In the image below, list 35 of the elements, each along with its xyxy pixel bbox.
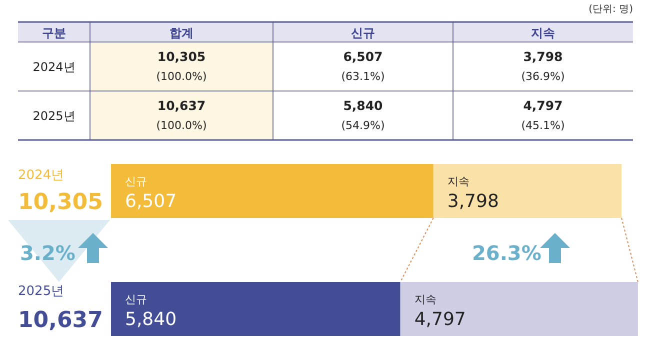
text: 신규	[125, 293, 147, 306]
series-label: 신규	[125, 175, 147, 188]
data-label: 4,797	[414, 309, 466, 330]
category-label: 합계	[170, 26, 194, 40]
category-label: 구분	[42, 26, 66, 40]
text: (100.0%)	[156, 119, 207, 132]
total-label: 10,637	[18, 308, 103, 333]
text: 지속	[414, 293, 436, 306]
text: (100.0%)	[156, 70, 207, 83]
annotation: 26.3%	[472, 241, 542, 265]
category-label: 2024년	[32, 60, 76, 74]
data-label: 5,840	[125, 309, 177, 330]
data-label: 3,798	[447, 191, 499, 212]
bar	[433, 164, 622, 218]
data-label: 6,507	[125, 191, 177, 212]
text: 6,507	[343, 49, 383, 64]
text: (36.9%)	[521, 70, 565, 83]
text: (54.9%)	[341, 119, 385, 132]
text: 3.2%	[20, 241, 76, 265]
text: 5,840	[343, 98, 383, 113]
category-label: 2025년	[32, 109, 76, 123]
bar	[400, 282, 638, 336]
text: (단위: 명)	[588, 4, 634, 15]
text: 3,798	[523, 49, 563, 64]
bar	[111, 282, 400, 336]
text: 4,797	[523, 98, 563, 113]
text: 10,305	[157, 49, 206, 64]
bar	[111, 164, 434, 218]
category-label: 지속	[531, 26, 555, 40]
text: (45.1%)	[521, 119, 565, 132]
text: (63.1%)	[341, 70, 385, 83]
text: 10,637	[157, 98, 206, 113]
series-label: 지속	[447, 175, 470, 188]
category-label: 신규	[351, 26, 375, 40]
total-label: 10,305	[18, 190, 103, 215]
